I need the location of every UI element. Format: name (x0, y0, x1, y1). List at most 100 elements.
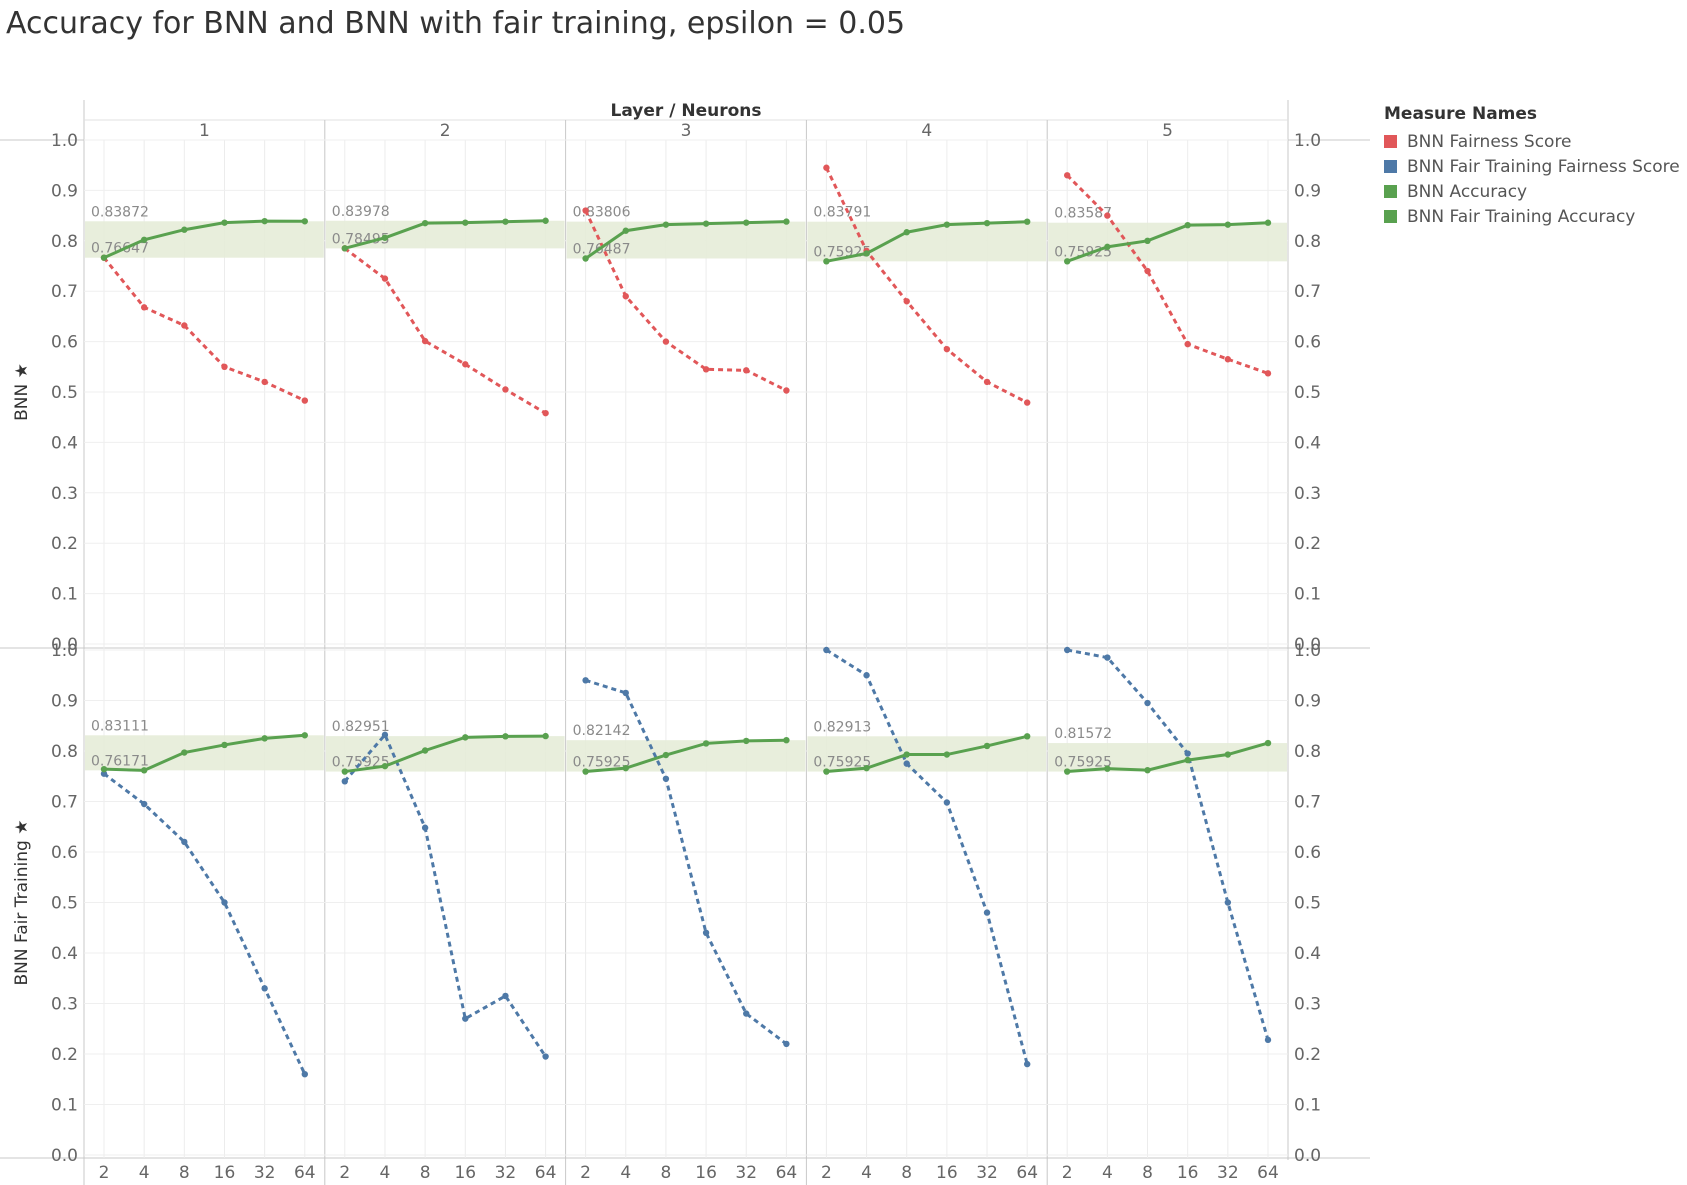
chart-area: Layer / Neurons 1 2 3 4 5 BNN ★ 1.0 1.0 0.9 0.9 0.8… (0, 100, 1370, 1185)
fairness-score-line (102, 256, 306, 402)
fairness-score-point (823, 646, 830, 654)
fairness-score-point (100, 770, 108, 777)
x-tick-label: 2 (580, 1163, 591, 1183)
y-tick-label-right: 0.0 (1294, 1146, 1321, 1166)
accuracy-point (421, 747, 429, 754)
fairness-score-point (301, 1071, 308, 1078)
x-tick-label: 8 (420, 1163, 431, 1183)
y-tick-label-right: 0.5 (1294, 894, 1321, 914)
fairness-score-point (662, 338, 670, 345)
y-tick-label-left: 0.1 (51, 1096, 78, 1116)
legend-item-fair-training-fairness[interactable]: BNN Fair Training Fairness Score (1384, 154, 1680, 179)
y-tick-label-right: 0.6 (1294, 333, 1321, 353)
y-tick-label-right: 0.7 (1294, 793, 1321, 813)
band-max-label: 0.82913 (813, 719, 871, 735)
accuracy-line (585, 738, 787, 774)
accuracy-point (702, 740, 710, 747)
accuracy-point (1184, 756, 1191, 764)
fairness-score-point (1224, 899, 1232, 906)
reference-band (85, 735, 324, 771)
y-tick-label-right: 0.3 (1294, 995, 1321, 1015)
column-header-title: Layer / Neurons (611, 101, 762, 121)
accuracy-point (1264, 739, 1272, 747)
y-tick-label-right: 0.3 (1294, 484, 1321, 504)
x-tick-label: 32 (1217, 1163, 1239, 1183)
y-tick-label-left: 0.9 (51, 692, 78, 712)
fairness-score-point (502, 992, 509, 1000)
accuracy-point (823, 258, 830, 265)
accuracy-line (826, 734, 1028, 774)
x-tick-label: 2 (99, 1163, 110, 1183)
legend-item-bnn-fairness[interactable]: BNN Fairness Score (1384, 129, 1680, 154)
y-tick-label-right: 0.4 (1294, 433, 1321, 453)
accuracy-point (381, 762, 389, 770)
fairness-score-line (585, 678, 788, 1046)
accuracy-point (1064, 768, 1071, 775)
x-tick-label: 32 (495, 1163, 517, 1183)
fairness-score-point (140, 304, 148, 311)
fairness-score-line (343, 732, 547, 1058)
band-min-label: 0.78495 (332, 231, 390, 247)
x-tick-label: 8 (901, 1163, 912, 1183)
y-tick-label-right: 0.0 (1294, 635, 1321, 655)
y-tick-label-left: 0.2 (51, 534, 78, 554)
fairness-score-line (103, 772, 307, 1075)
accuracy-line (103, 219, 305, 260)
accuracy-point (542, 732, 549, 740)
accuracy-point (261, 217, 268, 225)
fairness-score-point (502, 386, 509, 393)
fairness-score-point (1064, 172, 1071, 179)
legend-item-fair-training-accuracy[interactable]: BNN Fair Training Accuracy (1384, 204, 1680, 229)
fairness-score-point (943, 799, 951, 806)
accuracy-point (903, 751, 910, 758)
legend-item-bnn-accuracy[interactable]: BNN Accuracy (1384, 179, 1680, 204)
accuracy-point (1023, 733, 1031, 740)
fairness-score-point (983, 378, 991, 386)
band-max-label: 0.83872 (91, 204, 149, 220)
reference-band (566, 740, 806, 772)
fairness-score-point (381, 731, 389, 739)
fairness-score-point (743, 367, 750, 374)
y-tick-label-left: 1.0 (51, 641, 78, 661)
fairness-score-point (1144, 267, 1151, 275)
accuracy-point (1184, 221, 1191, 229)
accuracy-point (381, 234, 389, 241)
fairness-score-point (743, 1010, 750, 1017)
fairness-score-point (662, 775, 670, 782)
y-tick-label-left: 0.4 (51, 944, 78, 964)
y-tick-label-right: 1.0 (1294, 641, 1321, 661)
fairness-score-point (983, 909, 991, 916)
accuracy-line (584, 220, 787, 260)
accuracy-point (702, 220, 710, 227)
chart-title: Accuracy for BNN and BNN with fair train… (6, 6, 906, 41)
y-tick-label-right: 0.2 (1294, 534, 1321, 554)
y-tick-label-right: 0.9 (1294, 181, 1321, 201)
x-tick-label: 64 (535, 1163, 557, 1183)
y-tick-label-right: 1.0 (1294, 131, 1321, 151)
fairness-score-line (825, 648, 1029, 1065)
column-header-label: 1 (199, 121, 210, 141)
accuracy-line (826, 220, 1028, 263)
accuracy-line (344, 219, 546, 250)
band-max-label: 0.83791 (813, 205, 871, 221)
accuracy-point (261, 735, 268, 742)
x-tick-label: 16 (695, 1163, 717, 1183)
x-tick-label: 64 (1016, 1163, 1038, 1183)
y-tick-label-left: 0.7 (51, 282, 78, 302)
x-tick-label: 8 (179, 1163, 190, 1183)
accuracy-point (181, 749, 188, 756)
accuracy-point (863, 764, 870, 772)
x-tick-label: 4 (1102, 1163, 1113, 1183)
fairness-score-point (702, 366, 710, 373)
fairness-score-point (421, 337, 429, 345)
fairness-score-point (943, 345, 951, 353)
band-min-label: 0.75925 (573, 755, 631, 771)
band-min-label: 0.75925 (813, 755, 871, 771)
fairness-score-point (341, 778, 348, 785)
fairness-score-point (1064, 646, 1071, 654)
accuracy-point (341, 768, 348, 775)
y-tick-label-left: 0.4 (51, 433, 78, 453)
accuracy-point (743, 737, 750, 745)
fairness-score-point (582, 207, 589, 214)
accuracy-point (1144, 237, 1151, 244)
